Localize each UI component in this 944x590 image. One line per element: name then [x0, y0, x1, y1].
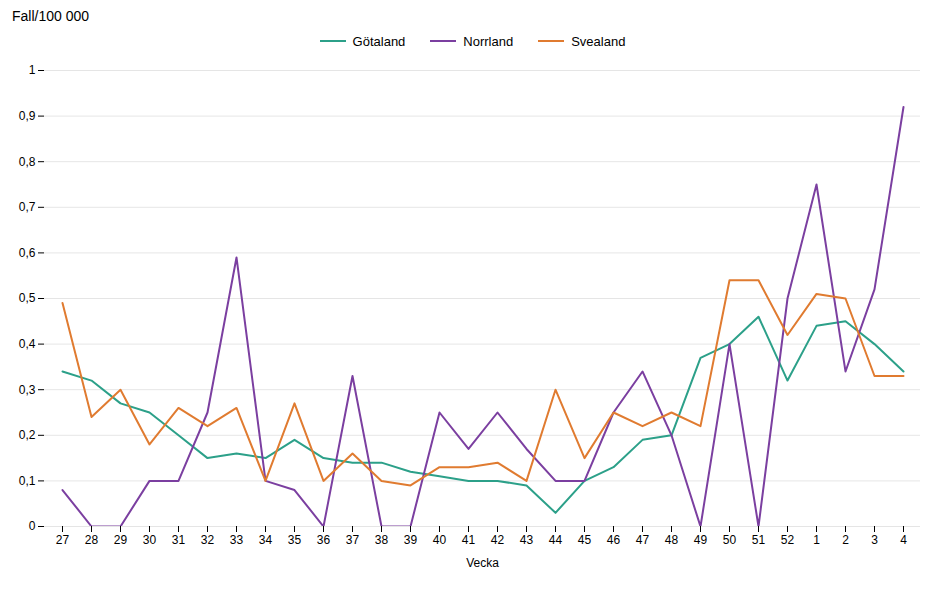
svg-text:0,8: 0,8 — [19, 155, 36, 169]
svg-text:51: 51 — [752, 533, 766, 547]
svg-text:38: 38 — [375, 533, 389, 547]
svg-text:0,4: 0,4 — [19, 337, 36, 351]
svg-text:44: 44 — [549, 533, 563, 547]
svg-text:42: 42 — [491, 533, 505, 547]
svg-text:46: 46 — [607, 533, 621, 547]
svg-text:41: 41 — [462, 533, 476, 547]
svg-text:31: 31 — [172, 533, 186, 547]
svg-text:0,1: 0,1 — [19, 474, 36, 488]
svg-text:0,2: 0,2 — [19, 428, 36, 442]
svg-text:40: 40 — [433, 533, 447, 547]
html-text:Fall/100 000: Fall/100 000 — [12, 8, 90, 24]
html-text:Svealand: Svealand — [571, 33, 626, 49]
svg-text:52: 52 — [781, 533, 795, 547]
svg-text:39: 39 — [404, 533, 418, 547]
svg-text:0: 0 — [29, 519, 36, 533]
svg-text:43: 43 — [520, 533, 534, 547]
svg-text:30: 30 — [143, 533, 157, 547]
svg-text:0,5: 0,5 — [19, 291, 36, 305]
svg-text:32: 32 — [201, 533, 215, 547]
svg-text:49: 49 — [694, 533, 708, 547]
svg-text:0,6: 0,6 — [19, 246, 36, 260]
svg-text:50: 50 — [723, 533, 737, 547]
svg-text:0,7: 0,7 — [19, 200, 36, 214]
svg-text:1: 1 — [29, 63, 36, 77]
svg-text:2: 2 — [842, 533, 849, 547]
svg-text:0,3: 0,3 — [19, 383, 36, 397]
svg-text:45: 45 — [578, 533, 592, 547]
svg-text:27: 27 — [56, 533, 70, 547]
svg-text:37: 37 — [346, 533, 360, 547]
svg-text:28: 28 — [85, 533, 99, 547]
html-text:Götaland: Götaland — [352, 33, 406, 49]
svg-text:4: 4 — [900, 533, 907, 547]
svg-text:35: 35 — [288, 533, 302, 547]
svg-text:36: 36 — [317, 533, 331, 547]
svg-text:48: 48 — [665, 533, 679, 547]
svg-text:33: 33 — [230, 533, 244, 547]
svg-text:Vecka: Vecka — [466, 556, 499, 570]
svg-text:1: 1 — [813, 533, 820, 547]
svg-text:3: 3 — [871, 533, 878, 547]
svg-text:0,9: 0,9 — [19, 109, 36, 123]
svg-text:29: 29 — [114, 533, 128, 547]
svg-text:47: 47 — [636, 533, 650, 547]
html-text:Norrland: Norrland — [463, 33, 514, 49]
svg-text:34: 34 — [259, 533, 273, 547]
